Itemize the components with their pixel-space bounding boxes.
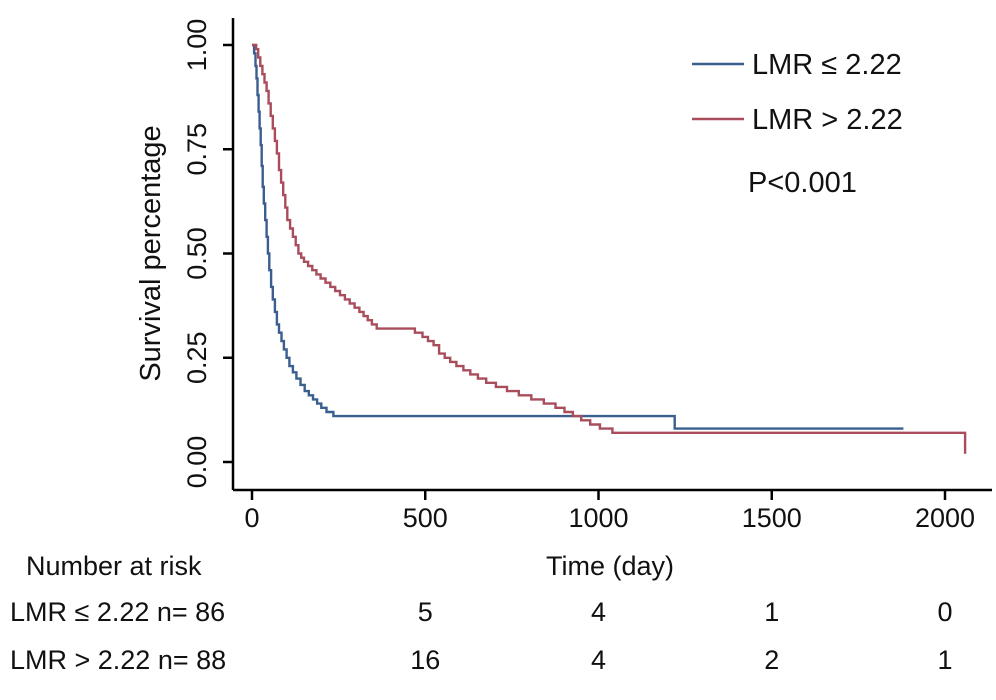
x-tick-label: 1000	[568, 503, 628, 533]
risk-row-label: LMR ≤ 2.22 n= 86	[10, 597, 226, 627]
survival-chart: 0 500 1000 1500 2000 0.00 0.25 0.50 0.75 1.00 Surv…	[135, 18, 992, 533]
risk-count: 16	[410, 645, 441, 675]
curve-series-0	[252, 43, 904, 430]
risk-row-0: LMR ≤ 2.22 n= 86 5 4 1 0	[0, 597, 996, 631]
risk-count: 4	[590, 645, 607, 675]
x-axis-label: Time (day)	[545, 551, 675, 581]
y-tick-label: 0.75	[182, 123, 212, 176]
p-value-annotation: P<0.001	[748, 167, 857, 199]
y-axis-label: Survival percentage	[135, 125, 167, 381]
legend-label-1: LMR > 2.22	[752, 104, 903, 136]
x-tick-label: 500	[403, 503, 448, 533]
risk-table: Number at risk Time (day) LMR ≤ 2.22 n= …	[0, 545, 996, 700]
y-tick-label: 0.50	[182, 227, 212, 280]
risk-count: 1	[937, 645, 953, 675]
risk-count: 1	[764, 597, 780, 627]
risk-count: 2	[764, 645, 780, 675]
risk-count: 4	[590, 597, 607, 627]
curve-series-1	[252, 43, 967, 454]
risk-count: 5	[417, 597, 433, 627]
risk-count: 0	[937, 597, 953, 627]
y-tick-label: 0.25	[182, 331, 212, 384]
risk-table-title: Number at risk	[26, 551, 202, 581]
y-tick-label: 0.00	[182, 436, 212, 489]
risk-row-label: LMR > 2.22 n= 88	[10, 645, 227, 675]
x-tick-label: 2000	[915, 503, 975, 533]
x-tick-label: 0	[244, 503, 259, 533]
x-tick-label: 1500	[742, 503, 802, 533]
legend-label-0: LMR ≤ 2.22	[752, 49, 902, 81]
y-tick-label: 1.00	[182, 19, 212, 72]
risk-row-1: LMR > 2.22 n= 88 16 4 2 1	[0, 645, 996, 679]
